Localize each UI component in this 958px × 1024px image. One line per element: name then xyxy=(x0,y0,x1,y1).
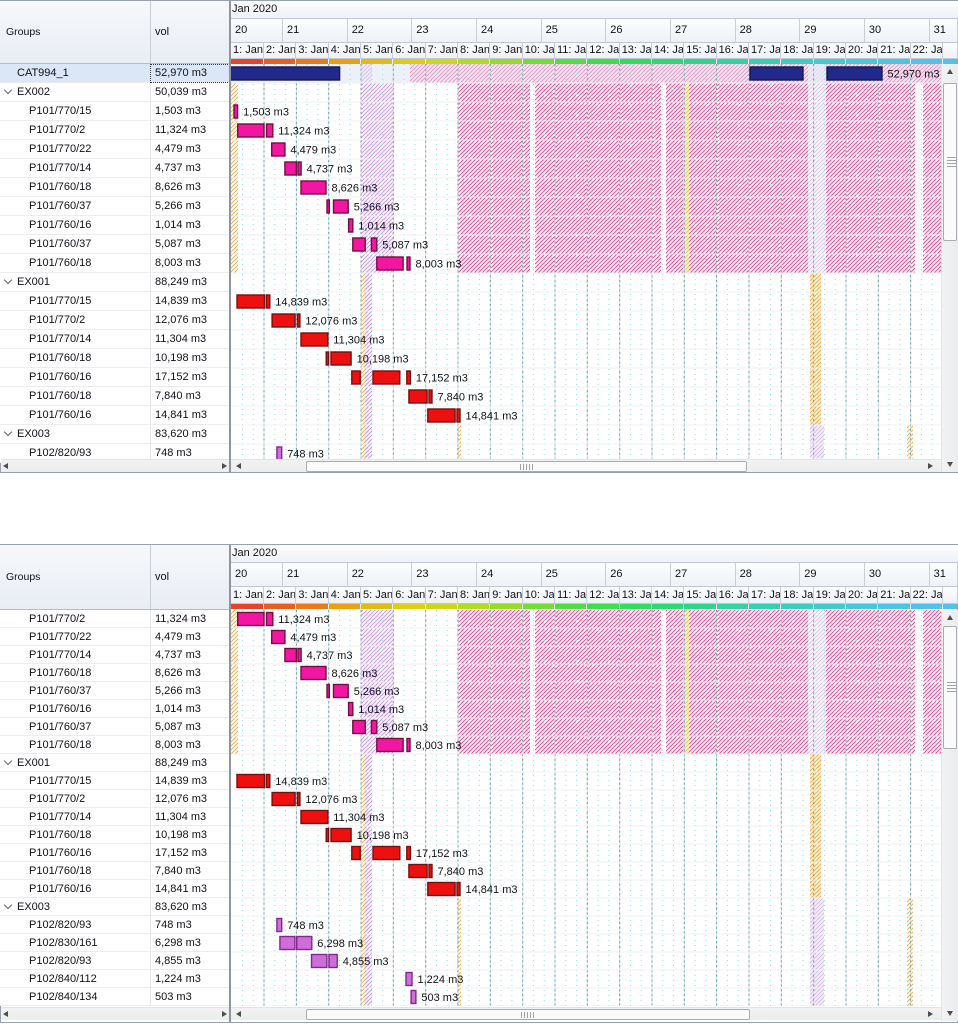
svg-text:12,076 m3: 12,076 m3 xyxy=(305,316,357,328)
svg-text:748 m3: 748 m3 xyxy=(287,449,324,459)
svg-text:10,198 m3: 10,198 m3 xyxy=(357,354,409,366)
svg-text:17,152 m3: 17,152 m3 xyxy=(416,373,468,385)
svg-text:4,737 m3: 4,737 m3 xyxy=(307,164,353,176)
svg-text:10,198 m3: 10,198 m3 xyxy=(357,830,409,842)
svg-text:7,840 m3: 7,840 m3 xyxy=(438,392,484,404)
svg-text:4,855 m3: 4,855 m3 xyxy=(343,956,389,968)
svg-text:52,970 m3: 52,970 m3 xyxy=(888,69,940,81)
svg-text:6,298 m3: 6,298 m3 xyxy=(317,938,363,950)
svg-text:5,087 m3: 5,087 m3 xyxy=(382,240,428,252)
svg-text:8,003 m3: 8,003 m3 xyxy=(416,259,462,271)
svg-text:11,324 m3: 11,324 m3 xyxy=(278,614,329,626)
svg-text:8,003 m3: 8,003 m3 xyxy=(416,740,462,752)
svg-text:1,503 m3: 1,503 m3 xyxy=(243,107,289,119)
svg-text:14,841 m3: 14,841 m3 xyxy=(466,884,518,896)
svg-text:503 m3: 503 m3 xyxy=(421,992,458,1004)
svg-text:14,841 m3: 14,841 m3 xyxy=(466,411,518,423)
svg-text:1,014 m3: 1,014 m3 xyxy=(358,704,404,716)
svg-text:1,224 m3: 1,224 m3 xyxy=(418,974,464,986)
svg-text:4,737 m3: 4,737 m3 xyxy=(307,650,353,662)
svg-text:5,266 m3: 5,266 m3 xyxy=(354,686,400,698)
svg-text:14,839 m3: 14,839 m3 xyxy=(275,776,327,788)
svg-text:12,076 m3: 12,076 m3 xyxy=(305,794,357,806)
svg-text:748 m3: 748 m3 xyxy=(287,920,324,932)
svg-text:11,304 m3: 11,304 m3 xyxy=(333,335,384,347)
svg-text:5,087 m3: 5,087 m3 xyxy=(382,722,428,734)
svg-text:8,626 m3: 8,626 m3 xyxy=(332,668,378,680)
svg-text:4,479 m3: 4,479 m3 xyxy=(290,632,336,644)
svg-text:11,324 m3: 11,324 m3 xyxy=(278,126,329,138)
svg-text:5,266 m3: 5,266 m3 xyxy=(354,202,400,214)
svg-text:11,304 m3: 11,304 m3 xyxy=(333,812,384,824)
svg-text:1,014 m3: 1,014 m3 xyxy=(358,221,404,233)
svg-text:8,626 m3: 8,626 m3 xyxy=(332,183,378,195)
svg-text:17,152 m3: 17,152 m3 xyxy=(416,848,468,860)
svg-text:7,840 m3: 7,840 m3 xyxy=(438,866,484,878)
svg-text:4,479 m3: 4,479 m3 xyxy=(290,145,336,157)
svg-text:14,839 m3: 14,839 m3 xyxy=(275,297,327,309)
